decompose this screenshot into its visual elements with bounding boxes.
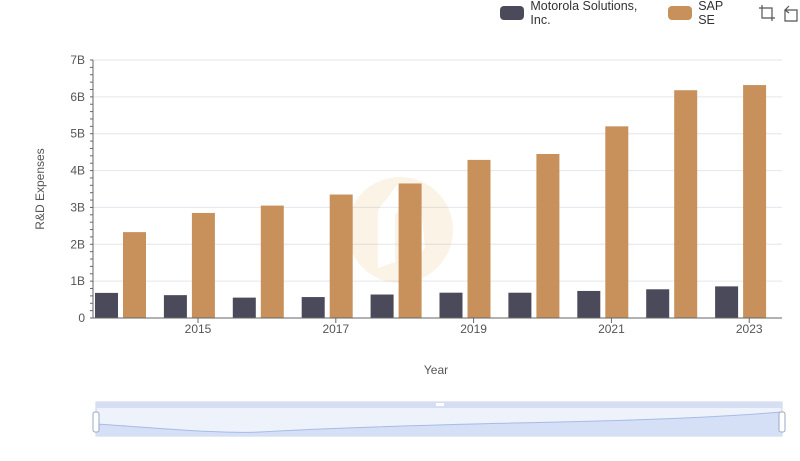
x-tick-label: 2019 [460,322,487,336]
legend-item-motorola[interactable]: Motorola Solutions, Inc. [500,0,658,27]
x-axis-title: Year [424,363,448,377]
bar-motorola-2014 [95,292,118,318]
bar-sap-2019 [467,159,491,318]
bar-sap-2018 [398,183,422,318]
bar-sap-2017 [329,194,353,318]
x-tick-label: 2015 [185,322,212,336]
y-tick-label: 5B [70,127,85,141]
legend-swatch-sap [667,6,693,20]
zoom-select-icon[interactable] [758,4,776,22]
y-tick-label: 7B [70,53,85,67]
legend-item-sap[interactable]: SAP SE [667,0,742,27]
y-tick-label: 6B [70,90,85,104]
bar-motorola-2016 [232,297,256,318]
bar-motorola-2021 [577,290,601,318]
y-tick-label: 4B [70,164,85,178]
zoom-handle-left[interactable] [92,411,100,433]
legend-swatch-motorola [500,6,525,20]
bar-sap-2015 [191,212,215,318]
bar-sap-2023 [743,85,767,318]
bar-motorola-2022 [646,289,670,318]
bar-sap-2016 [260,205,284,318]
y-tick-label: 3B [70,200,85,214]
bar-sap-2021 [605,126,629,318]
bar-motorola-2017 [301,297,325,318]
bar-motorola-2018 [370,294,394,318]
x-tick-label: 2021 [598,322,625,336]
zoom-preview-line [95,411,783,433]
zoom-preview-area [96,412,782,436]
y-axis-title: R&D Expenses [33,148,47,229]
bar-sap-2014 [123,232,146,318]
bar-motorola-2023 [715,286,739,318]
bar-motorola-2020 [508,292,532,318]
legend-label-motorola: Motorola Solutions, Inc. [530,0,638,27]
legend: Motorola Solutions, Inc. SAP SE [500,0,800,27]
zoom-grip-icon[interactable] [436,403,444,406]
bars [95,85,767,318]
bar-sap-2020 [536,153,560,318]
y-tick-label: 1B [70,274,85,288]
data-zoom-slider[interactable] [92,401,786,437]
legend-label-sap: SAP SE [698,0,723,27]
y-tick-label: 0 [78,311,85,325]
zoom-reset-icon[interactable] [782,4,800,22]
x-tick-label: 2023 [736,322,763,336]
bar-motorola-2019 [439,292,463,318]
bar-sap-2022 [674,90,698,318]
bar-motorola-2015 [163,295,187,318]
axes: 0 1B 2B 3B 4B 5B 6B 7B 2015 2017 2019 2021 2023 [70,53,782,336]
zoom-handle-right[interactable] [778,411,786,433]
x-tick-label: 2017 [322,322,349,336]
y-tick-label: 2B [70,237,85,251]
